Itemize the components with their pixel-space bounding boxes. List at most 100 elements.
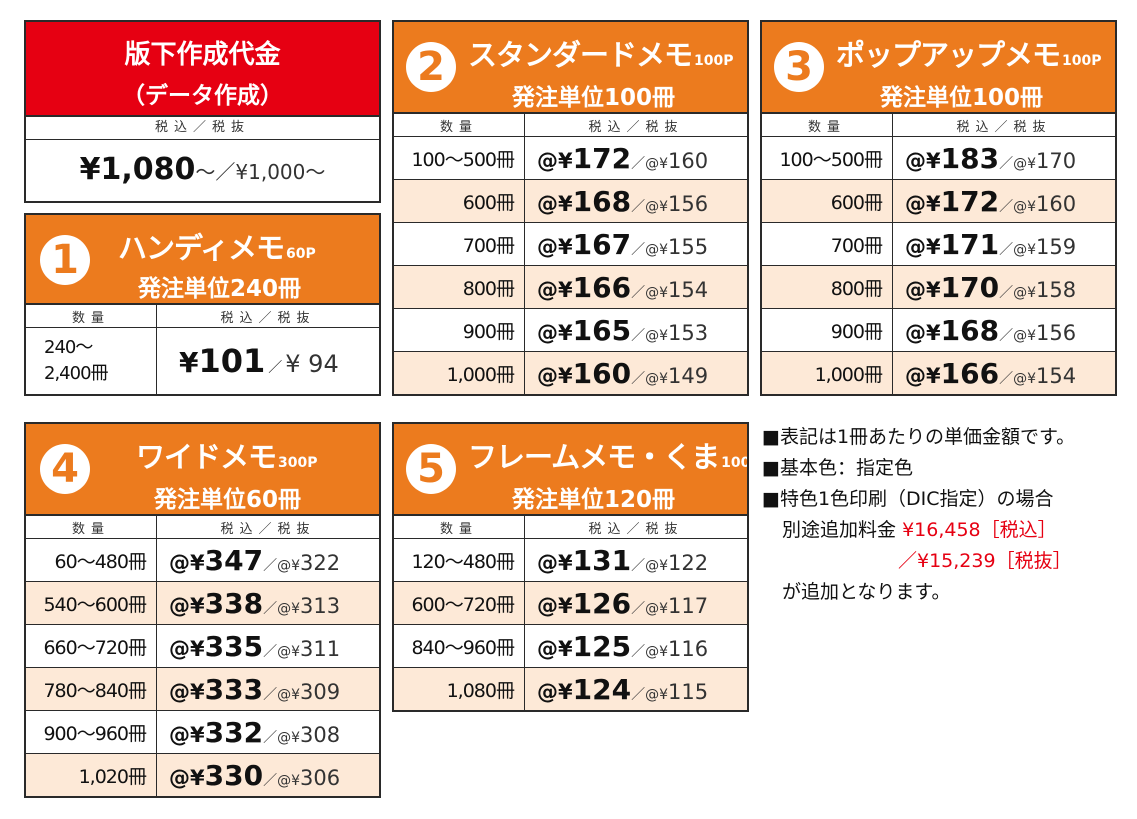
product-name-5: フレームメモ・くま — [468, 440, 720, 474]
price-out: 155 — [668, 234, 709, 259]
product-name-1: ハンディメモ — [118, 231, 285, 265]
number-badge-1: 1 — [40, 235, 90, 285]
price-in: 165 — [572, 313, 632, 347]
price-out-prefix: ／@¥ — [631, 198, 668, 215]
table-header-row: 数量 税込／税抜 — [26, 305, 379, 328]
qty-cell: 700冊 — [762, 222, 893, 266]
qty-header: 数量 — [762, 114, 893, 137]
number-badge-3: 3 — [774, 42, 824, 92]
price-out: 160 — [1036, 191, 1077, 216]
product-box-3: 3 ポップアップメモ 100P 発注単位100冊 数量 税込／税抜 100〜500… — [760, 20, 1117, 396]
note-line-1: ■表記は1冊あたりの単価金額です。 — [762, 426, 1076, 448]
price-out-prefix: ／@¥ — [263, 772, 300, 789]
table-row: 900冊 @¥165／@¥153 — [394, 308, 747, 352]
product-title-4: ワイドメモ 300P — [136, 434, 318, 476]
table-row: 600冊 @¥172／@¥160 — [762, 179, 1115, 223]
product-header-5: 5 フレームメモ・くま100P 発注単位120冊 — [394, 424, 747, 516]
qty-cell: 1,000冊 — [762, 351, 893, 394]
product-box-4: 4 ワイドメモ 300P 発注単位60冊 数量 税込／税抜 60〜480冊 @¥34… — [24, 422, 381, 798]
table-row: 120〜480冊 @¥131／@¥122 — [394, 538, 747, 582]
qty-header: 数量 — [26, 516, 157, 539]
qty-cell: 700冊 — [394, 222, 525, 266]
price-out: 159 — [1036, 234, 1077, 259]
price-prefix: @¥ — [905, 191, 941, 216]
product-pages-2: 100P — [694, 53, 734, 69]
price-out: 309 — [300, 679, 341, 704]
table-row: 900〜960冊 @¥332／@¥308 — [26, 710, 379, 754]
price-out: 149 — [668, 363, 709, 388]
price-prefix: @¥ — [169, 722, 205, 747]
hanshita-price-out: 〜／¥1,000〜 — [195, 160, 326, 184]
price-out-prefix: ／@¥ — [263, 686, 300, 703]
price-out-prefix: ／@¥ — [999, 155, 1036, 172]
table-row: 840〜960冊 @¥125／@¥116 — [394, 624, 747, 668]
price-header: 税込／税抜 — [220, 310, 316, 326]
price-cell: @¥168／@¥156 — [892, 308, 1115, 352]
price-prefix: @¥ — [169, 593, 205, 618]
price-out-prefix: ／@¥ — [631, 600, 668, 617]
price-out-prefix: ／@¥ — [999, 241, 1036, 258]
price-header: 税込／税抜 — [588, 119, 684, 135]
price-in: 332 — [204, 715, 264, 749]
table-header-row: 数量 税込／税抜 — [394, 114, 747, 137]
table-row: 700冊 @¥167／@¥155 — [394, 222, 747, 266]
hanshita-title: 版下作成代金 — [124, 40, 281, 70]
product-box-5: 5 フレームメモ・くま100P 発注単位120冊 数量 税込／税抜 120〜48… — [392, 422, 749, 712]
qty-cell: 1,080冊 — [394, 667, 525, 710]
product-unit-5: 発注単位120冊 — [512, 487, 676, 513]
product-box-2: 2 スタンダードメモ 100P 発注単位100冊 数量 税込／税抜 100〜500… — [392, 20, 749, 396]
price-in: 335 — [204, 629, 264, 663]
price-out-prefix: ／@¥ — [999, 327, 1036, 344]
hanshita-box: 版下作成代金 （データ作成） 税込／税抜 ¥1,080〜／¥1,000〜 — [24, 20, 381, 203]
price-prefix: @¥ — [905, 234, 941, 259]
price-prefix: @¥ — [537, 148, 573, 173]
price-in: 170 — [940, 270, 1000, 304]
price-in: 168 — [940, 313, 1000, 347]
table-row: 1,020冊 @¥330／@¥306 — [26, 753, 379, 796]
table-header-row: 数量 税込／税抜 — [762, 114, 1115, 137]
price-in: 166 — [572, 270, 632, 304]
price-in: 124 — [572, 672, 632, 706]
price-out-prefix: ／@¥ — [631, 155, 668, 172]
price-table-4: 数量 税込／税抜 60〜480冊 @¥347／@¥322 540〜600冊 @¥338… — [26, 516, 379, 796]
product-title-1: ハンディメモ 60P — [118, 225, 316, 267]
qty-cell: 900冊 — [762, 308, 893, 352]
product-pages-3: 100P — [1062, 53, 1102, 69]
price-cell: @¥347／@¥322 — [156, 538, 379, 582]
price-out: 158 — [1036, 277, 1077, 302]
price-out-prefix: ／@¥ — [263, 643, 300, 660]
price-out-prefix: ／@¥ — [631, 557, 668, 574]
price-cell: @¥167／@¥155 — [524, 222, 747, 266]
price-cell: @¥183／@¥170 — [892, 136, 1115, 180]
price-out-prefix: ／@¥ — [263, 557, 300, 574]
price-prefix: @¥ — [169, 550, 205, 575]
price-out: 116 — [668, 636, 709, 661]
table-row: 600冊 @¥168／@¥156 — [394, 179, 747, 223]
qty-cell: 800冊 — [394, 265, 525, 309]
price-in: 171 — [940, 227, 1000, 261]
table-row: 700冊 @¥171／@¥159 — [762, 222, 1115, 266]
price-cell: @¥172／@¥160 — [524, 136, 747, 180]
product-header-3: 3 ポップアップメモ 100P 発注単位100冊 — [762, 22, 1115, 114]
price-out: 160 — [668, 148, 709, 173]
price-out: 170 — [1036, 148, 1077, 173]
price-out: 154 — [668, 277, 709, 302]
price-prefix: @¥ — [905, 363, 941, 388]
price-out-prefix: ／@¥ — [631, 643, 668, 660]
qty-cell: 1,000冊 — [394, 351, 525, 394]
product-name-3: ポップアップメモ — [836, 38, 1061, 72]
price-cell: @¥168／@¥156 — [524, 179, 747, 223]
price-out: 311 — [300, 636, 341, 661]
price-in: 101 — [198, 342, 266, 381]
qty-cell: 540〜600冊 — [26, 581, 157, 625]
price-in: 172 — [940, 184, 1000, 218]
price-prefix: @¥ — [169, 679, 205, 704]
qty-header: 数量 — [394, 114, 525, 137]
note-line-6: が追加となります。 — [782, 581, 951, 603]
price-out: 308 — [300, 722, 341, 747]
table-row: 1,000冊 @¥160／@¥149 — [394, 351, 747, 394]
price-header: 税込／税抜 — [956, 119, 1052, 135]
price-out-prefix: ／@¥ — [631, 327, 668, 344]
price-in: 126 — [572, 586, 632, 620]
note-line-2: ■基本色：指定色 — [762, 457, 913, 479]
